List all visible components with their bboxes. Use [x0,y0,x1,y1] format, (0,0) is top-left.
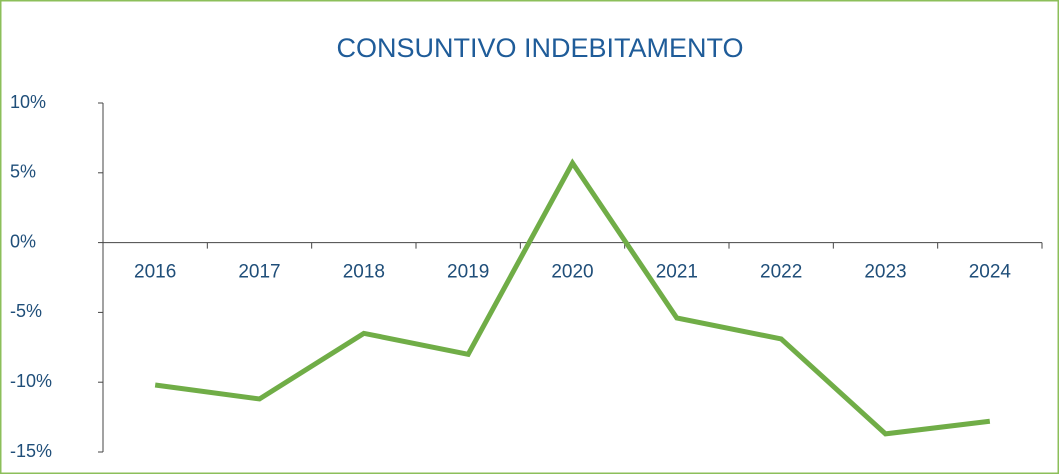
x-tick-label: 2021 [656,262,698,283]
x-tick-label: 2022 [760,262,802,283]
y-tick-label: -10% [10,371,52,391]
x-tick-label: 2020 [551,262,593,283]
x-tick-label: 2018 [343,262,385,283]
x-tick-label: 2016 [134,262,176,283]
y-tick-label: 0% [10,231,36,251]
x-tick-label: 2023 [864,262,906,283]
x-tick-label: 2024 [969,262,1012,283]
x-tick-label: 2019 [447,262,489,283]
chart-title: CONSUNTIVO INDEBITAMENTO [336,33,743,63]
y-tick-label: -5% [10,301,42,321]
x-tick-label: 2017 [238,262,280,283]
data-line [154,158,991,437]
y-tick-label: 10% [10,92,46,112]
y-tick-label: -15% [10,441,52,461]
y-tick-label: 5% [10,162,36,182]
